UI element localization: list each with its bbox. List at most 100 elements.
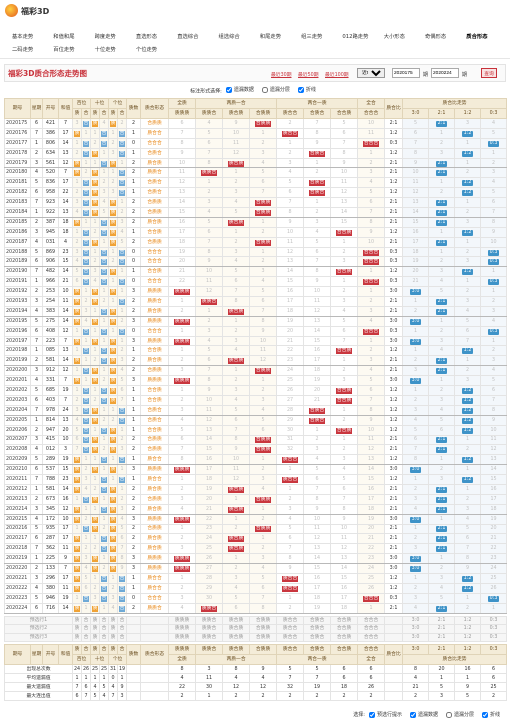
cell[interactable]: 0:3 (480, 632, 508, 643)
period-select[interactable]: 近50期 (357, 68, 385, 78)
cell: 合质质 (140, 197, 170, 209)
nav-link[interactable]: 和值和尾 (53, 34, 75, 40)
cell[interactable]: 合 (80, 632, 92, 643)
checkbox-option[interactable]: 遗漏分层 (445, 711, 474, 718)
cell[interactable]: 质 (72, 632, 82, 643)
cell[interactable]: 质 (90, 624, 101, 634)
cell[interactable]: 质质质 (168, 624, 197, 634)
nav-link[interactable]: 012路走势 (342, 34, 369, 40)
checkbox[interactable] (297, 86, 304, 93)
cell[interactable]: 质合合 (276, 624, 305, 634)
cell[interactable]: 3:0 (402, 624, 430, 634)
cell[interactable]: 2:1 (428, 624, 456, 634)
to-input[interactable] (431, 68, 459, 78)
cell[interactable]: 合 (117, 615, 128, 626)
cell[interactable]: 质质质 (168, 615, 197, 626)
checkbox-option[interactable]: 折线 (297, 86, 316, 93)
cell: 合 (117, 187, 128, 199)
cell[interactable]: 质合合 (276, 632, 305, 643)
cell[interactable]: 1:2 (454, 615, 482, 626)
hit-marker: 质 (73, 170, 81, 177)
cell[interactable]: 质合质 (222, 624, 251, 634)
cell[interactable]: 质质质 (168, 632, 197, 643)
cell[interactable]: 3:0 (402, 632, 430, 643)
cell: 合合质 (330, 108, 359, 119)
cell[interactable]: 1:2 (454, 624, 482, 634)
cell[interactable]: 质合合 (276, 615, 305, 626)
cell[interactable]: 合 (99, 624, 110, 634)
checkbox[interactable] (225, 86, 232, 93)
quick-link[interactable]: 最近30期 (271, 73, 292, 78)
cell[interactable]: 2:1 (428, 632, 456, 643)
cell[interactable]: 质 (72, 615, 82, 626)
cell[interactable]: 合质质 (249, 615, 278, 626)
checkbox-option[interactable]: 预选行提示 (368, 711, 402, 718)
cell[interactable]: 合合质 (330, 632, 359, 643)
checkbox[interactable] (481, 711, 488, 718)
from-input[interactable] (392, 68, 420, 78)
cell[interactable]: 0:3 (480, 615, 508, 626)
nav-link[interactable]: 直选形态 (135, 34, 158, 40)
cell: 质质质 (140, 315, 170, 327)
cell: 25 (99, 664, 110, 675)
cell[interactable]: 质质合 (195, 632, 224, 643)
quick-link[interactable]: 最近50期 (298, 73, 319, 78)
cell[interactable]: 合质合 (303, 632, 332, 643)
cell[interactable]: 合合合 (357, 615, 386, 626)
nav-link[interactable]: 百位走势 (53, 47, 75, 53)
cell[interactable]: 合合合 (357, 624, 386, 634)
checkbox-option[interactable]: 遗漏数据 (409, 711, 438, 718)
cell[interactable]: 3:0 (402, 615, 430, 626)
nav-link[interactable]: 二码走势 (12, 47, 34, 53)
cell[interactable]: 合合合 (357, 632, 386, 643)
cell: 1 (480, 602, 508, 614)
cell[interactable]: 合质合 (303, 624, 332, 634)
cell[interactable]: 合 (99, 615, 110, 626)
cell[interactable]: 合合质 (330, 624, 359, 634)
cell[interactable]: 质质合 (195, 615, 224, 626)
cell[interactable]: 质 (90, 615, 101, 626)
nav-link[interactable]: 基本走势 (12, 34, 34, 40)
cell[interactable]: 1:2 (454, 632, 482, 643)
nav-link[interactable]: 质合形态 (466, 34, 488, 40)
query-button[interactable]: 查询 (481, 68, 497, 78)
cell[interactable]: 质 (72, 624, 82, 634)
cell[interactable]: 质 (108, 632, 119, 643)
cell[interactable]: 合质质 (249, 624, 278, 634)
nav-link[interactable]: 直选综合 (177, 34, 199, 40)
cell[interactable]: 2:1 (428, 615, 456, 626)
cell: 4 (357, 365, 386, 377)
nav-link[interactable]: 大小形态 (383, 34, 405, 40)
nav-link[interactable]: 个位走势 (135, 47, 158, 53)
nav-link[interactable]: 组三走势 (301, 34, 323, 40)
cell[interactable]: 合质质 (249, 632, 278, 643)
checkbox[interactable] (445, 711, 452, 718)
cell[interactable]: 质 (90, 632, 101, 643)
checkbox[interactable] (261, 86, 268, 93)
cell[interactable]: 合 (117, 632, 128, 643)
cell[interactable]: 质质合 (195, 624, 224, 634)
nav-link[interactable]: 十位走势 (94, 47, 116, 53)
cell[interactable]: 合 (80, 624, 92, 634)
quick-link[interactable]: 最近100期 (325, 73, 349, 78)
cell[interactable]: 合合质 (330, 615, 359, 626)
cell[interactable]: 合 (99, 632, 110, 643)
checkbox-option[interactable]: 遗漏数据 (225, 86, 254, 93)
checkbox-option[interactable]: 遗漏分层 (261, 86, 290, 93)
checkbox[interactable] (409, 711, 416, 718)
nav-link[interactable]: 奇偶形态 (425, 34, 447, 40)
checkbox[interactable] (368, 711, 375, 718)
cell[interactable]: 合 (80, 615, 92, 626)
cell[interactable]: 合质合 (303, 615, 332, 626)
nav-link[interactable]: 跨度走势 (94, 34, 116, 40)
checkbox-option[interactable]: 折线 (481, 711, 500, 718)
nav-link[interactable]: 组选综合 (218, 34, 240, 40)
cell[interactable]: 质合质 (222, 615, 251, 626)
nav-link[interactable]: 和尾走势 (259, 34, 281, 40)
cell[interactable]: 质 (108, 615, 119, 626)
cell: 1 (330, 236, 359, 248)
cell[interactable]: 合 (117, 624, 128, 634)
cell[interactable]: 质 (108, 624, 119, 634)
cell[interactable]: 质合质 (222, 632, 251, 643)
cell[interactable]: 0:3 (480, 624, 508, 634)
